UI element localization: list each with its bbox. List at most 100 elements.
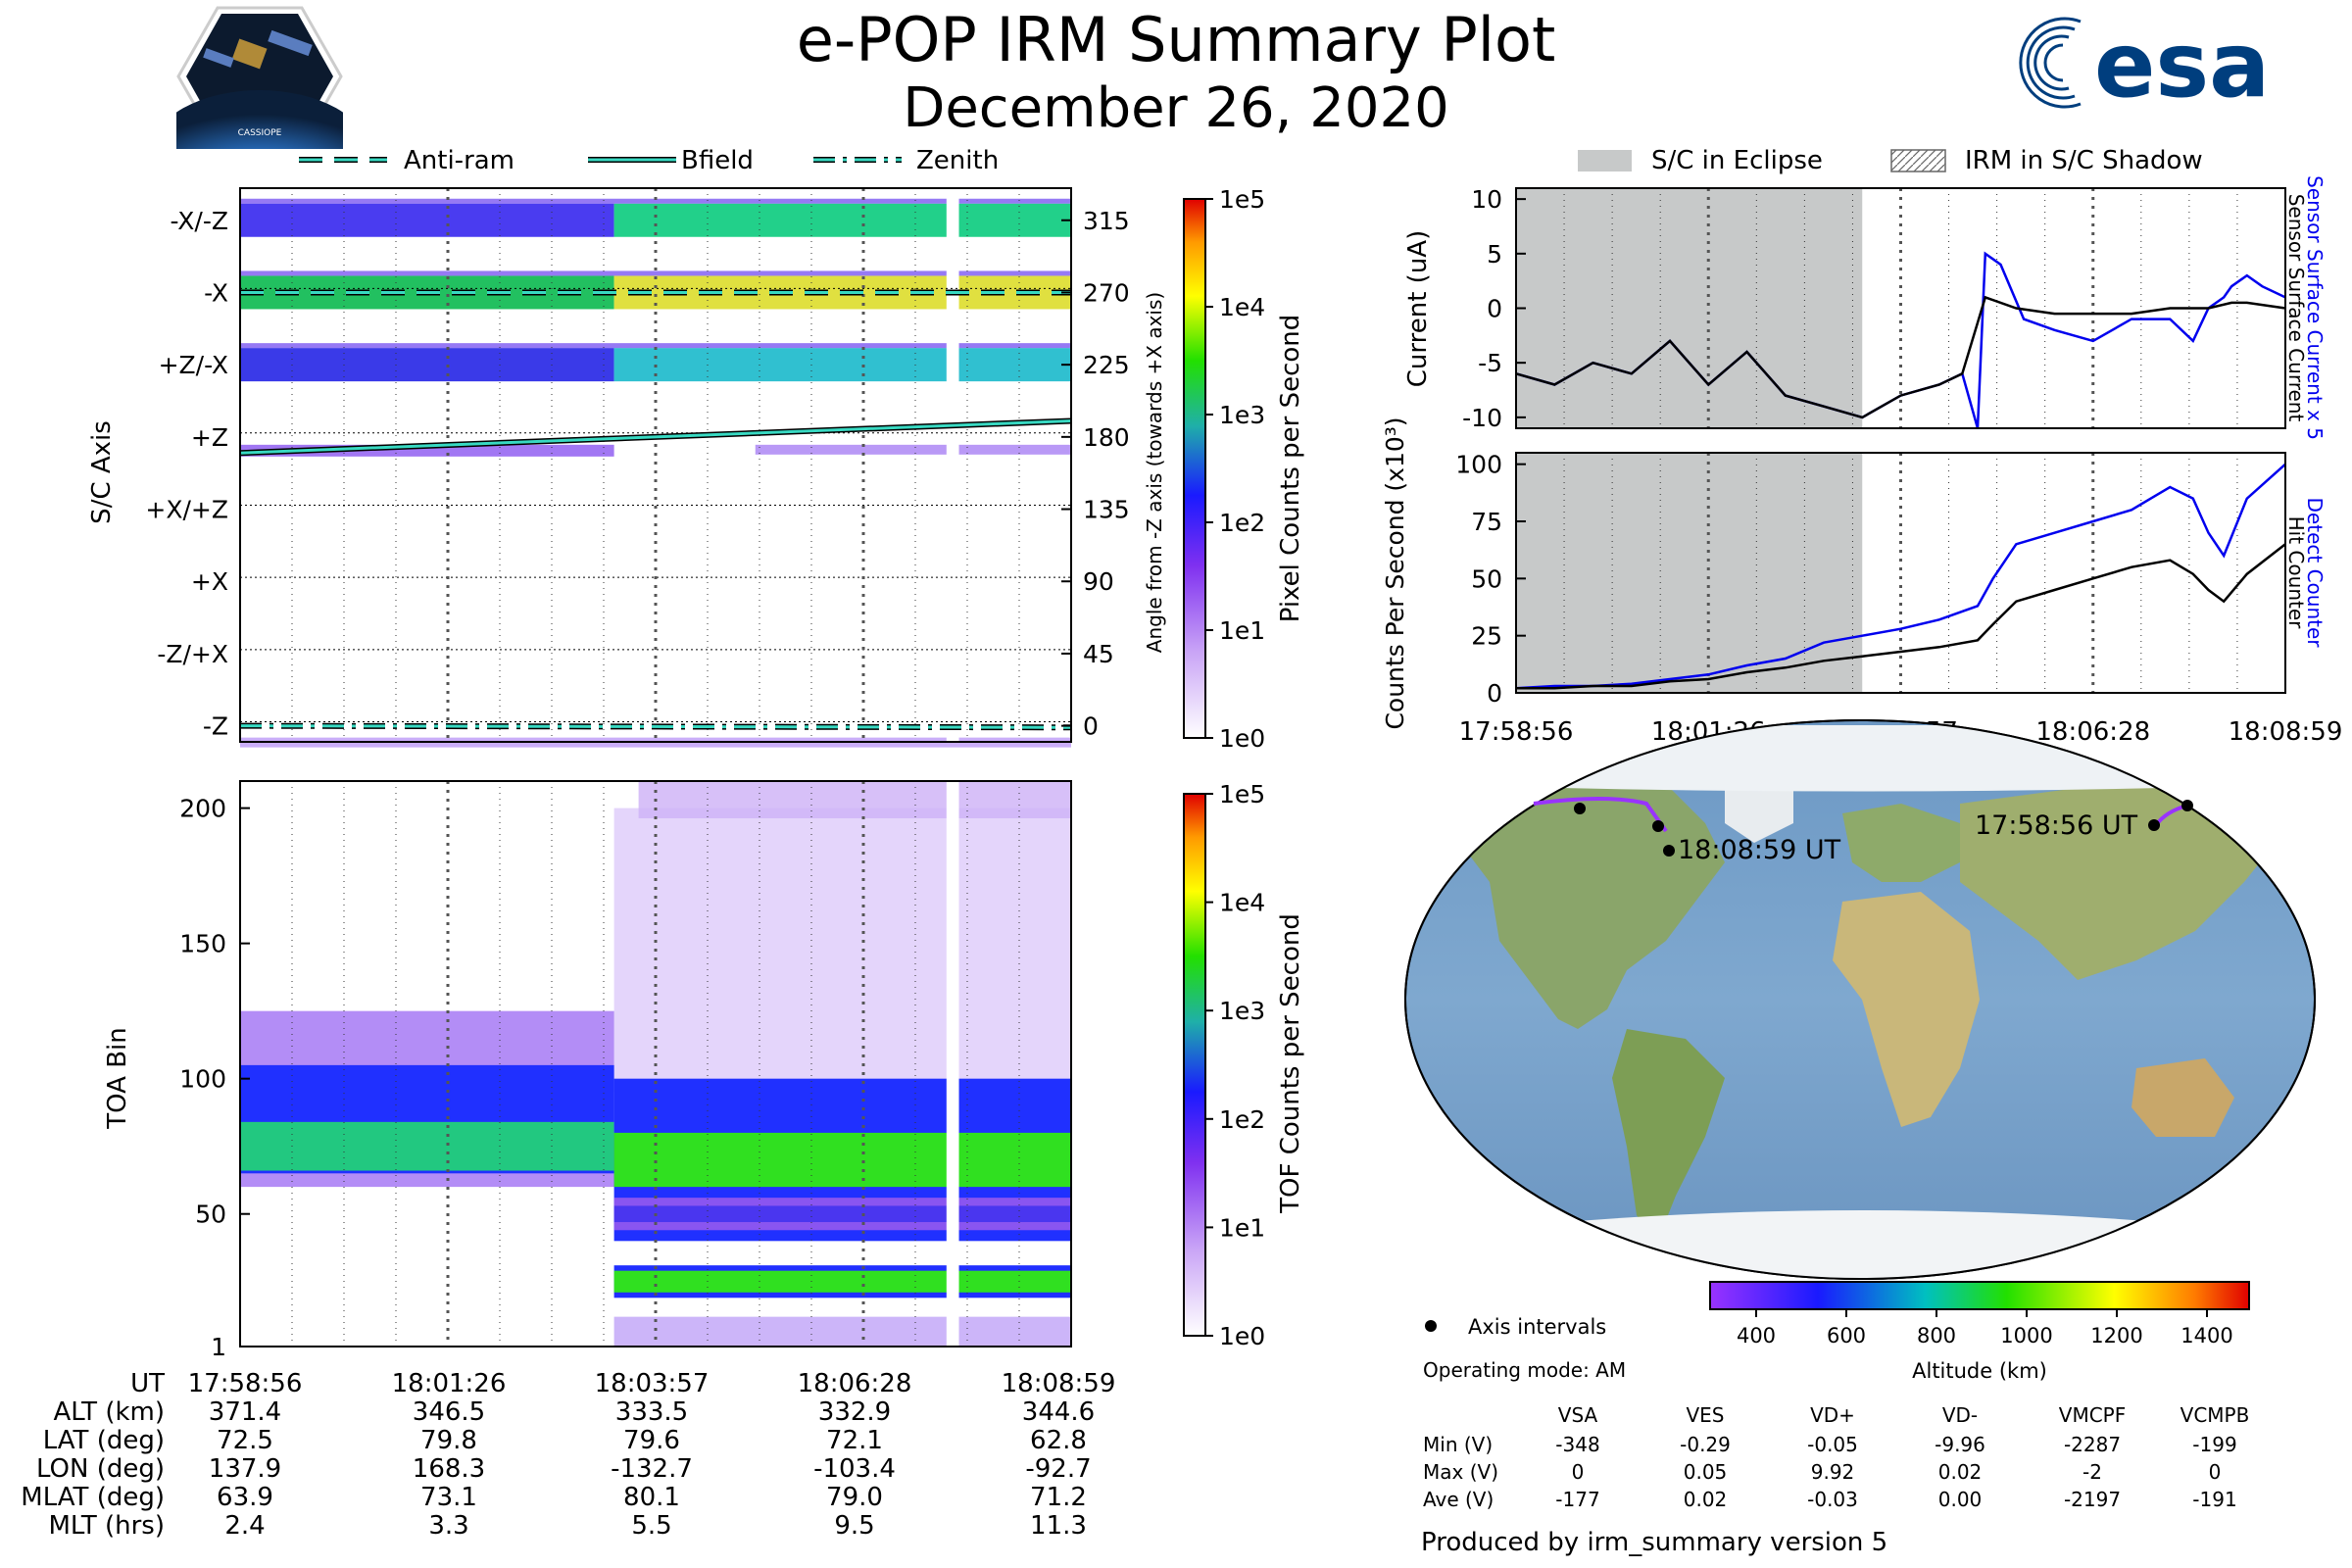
altitude-colorbar-label: Altitude (km)	[1912, 1359, 2047, 1383]
tof-bottom-speckle	[613, 1316, 1071, 1347]
tof-y-tick-label: 1	[211, 1333, 226, 1361]
tof-colorbar: 1e5 1e4 1e3 1e2 1e1 1e0 TOF Counts per Second	[1183, 780, 1305, 1350]
ephemeris-value: 18:08:59	[1002, 1369, 1116, 1398]
colorbar-tick-label: 1e5	[1219, 780, 1265, 808]
altitude-colorbar-ticks: 400 600 800 1000 1200 1400	[1737, 1309, 2233, 1348]
pixel-band-edge	[240, 198, 1071, 204]
counts-frame	[1515, 452, 2286, 694]
pixel-y-label: -X/-Z	[171, 207, 228, 235]
colorbar-tick-label: 1e2	[1219, 1105, 1265, 1134]
summary-value: 0.02	[1684, 1488, 1728, 1511]
legend-zenith-label: Zenith	[916, 146, 999, 175]
voltage-summary-table: VSA VES VD+ VD- VMCPF VCMPB Min (V) -348 -0.29 -0…	[1423, 1403, 2249, 1511]
tof-y-tick-label: 150	[179, 930, 226, 958]
ephemeris-value: 11.3	[1030, 1511, 1087, 1541]
summary-value: -0.05	[1807, 1433, 1858, 1456]
pixel-y-label: +Z	[191, 423, 228, 452]
summary-header: VMCPF	[2059, 1403, 2126, 1427]
current-series-1	[1515, 295, 2286, 419]
colorbar-tick-label: 1e0	[1219, 1322, 1265, 1350]
counts-y-tick-label: 75	[1471, 508, 1502, 536]
pixel-heatmap-panel: -X/-Z -X +Z/-X +Z +X/+Z +X -Z/+X -Z 315 270 225 18…	[87, 187, 1166, 748]
ephemeris-table: UT 17:58:56 18:01:26 18:03:57 18:06:28 18:08:…	[21, 1369, 1115, 1541]
counts-series-1	[1516, 543, 2286, 690]
tof-y-axis-title: TOA Bin	[103, 1027, 132, 1129]
ephemeris-row-label: MLT (hrs)	[49, 1511, 166, 1541]
altitude-tick-label: 800	[1917, 1324, 1956, 1348]
ephemeris-row-label: UT	[130, 1369, 165, 1398]
continent-australia	[2132, 1058, 2234, 1137]
summary-value: 0	[1572, 1460, 1585, 1484]
ephemeris-value: 79.0	[826, 1483, 883, 1512]
eclipse-legend-label: S/C in Eclipse	[1651, 146, 1823, 175]
continent-asia	[1960, 784, 2283, 980]
pixel-angle-label: 90	[1083, 567, 1114, 596]
tof-y-tick-label: 50	[195, 1200, 226, 1229]
ephemeris-value: -132.7	[611, 1454, 693, 1484]
track-start-dot	[2148, 819, 2160, 831]
pixel-right-axis-title: Angle from -Z axis (towards +X axis)	[1143, 292, 1166, 653]
map-legend: Axis intervals	[1425, 1315, 1606, 1339]
counts-legend-detect: Detect Counter	[2303, 498, 2327, 649]
track-start-label: 17:58:56 UT	[1975, 810, 2138, 841]
pixel-colorbar-bar	[1183, 198, 1206, 739]
pixel-angle-labels: 315 270 225 180 135 90 45 0	[1061, 207, 1130, 741]
altitude-tick-label: 400	[1737, 1324, 1776, 1348]
pixel-y-label: -Z	[203, 712, 228, 741]
eclipse-legend: S/C in Eclipse IRM in S/C Shadow	[1578, 146, 2203, 175]
pixel-angle-label: 0	[1083, 712, 1099, 741]
ephemeris-value: 344.6	[1022, 1397, 1095, 1427]
counts-y-tick-label: 25	[1471, 622, 1502, 651]
counts-y-ticks: 100 75 50 25 0	[1455, 451, 1526, 708]
counts-y-tick-label: 50	[1471, 564, 1502, 593]
summary-header: VES	[1686, 1403, 1724, 1427]
counts-y-axis-title: Counts Per Second (x10³)	[1381, 416, 1409, 729]
page-title: e-POP IRM Summary Plot	[796, 4, 1556, 75]
summary-value: -9.96	[1935, 1433, 1985, 1456]
pixel-colorbar-ticks: 1e5 1e4 1e3 1e2 1e1 1e0	[1205, 185, 1265, 753]
tof-y-tick-label: 200	[179, 795, 226, 823]
current-gridlines	[1563, 188, 2238, 428]
current-eclipse-region	[1516, 188, 1863, 428]
altitude-tick-label: 1200	[2090, 1324, 2142, 1348]
pixel-data-gap	[946, 188, 959, 742]
shadow-swatch	[1890, 149, 1946, 172]
ephemeris-row-label: LON (deg)	[36, 1454, 165, 1484]
summary-value: -0.29	[1680, 1433, 1731, 1456]
colorbar-tick-label: 1e3	[1219, 401, 1265, 429]
operating-mode: Operating mode: AM	[1423, 1358, 1626, 1382]
current-y-tick-label: 5	[1487, 240, 1502, 269]
summary-header: VCMPB	[2180, 1403, 2250, 1427]
summary-row-label: Min (V)	[1423, 1433, 1493, 1456]
ephemeris-value: 333.5	[615, 1397, 688, 1427]
current-y-tick-label: 0	[1487, 295, 1502, 323]
tof-y-tick-label: 100	[179, 1065, 226, 1094]
tof-frame	[239, 780, 1072, 1348]
ephemeris-value: 72.5	[217, 1426, 273, 1455]
esa-logo: esa	[1984, 10, 2278, 118]
continent-south-america	[1612, 1029, 1725, 1245]
ephemeris-row-label: MLAT (deg)	[21, 1483, 165, 1512]
ephemeris-value: 2.4	[224, 1511, 265, 1541]
altitude-tick-label: 600	[1827, 1324, 1866, 1348]
pixel-colorbar-label: Pixel Counts per Second	[1276, 315, 1305, 623]
pixel-reference-lines	[239, 289, 1072, 731]
current-y-axis-title: Current (uA)	[1403, 230, 1433, 387]
current-y-tick-label: -10	[1462, 404, 1502, 432]
legend-bfield-label: Bfield	[681, 146, 754, 175]
ephemeris-value: 79.8	[420, 1426, 477, 1455]
tof-data-gap	[946, 781, 959, 1347]
summary-value: -348	[1555, 1433, 1599, 1456]
pixel-y-axis-title: S/C Axis	[87, 420, 117, 524]
summary-row-label: Max (V)	[1423, 1460, 1498, 1484]
summary-value: -177	[1555, 1488, 1599, 1511]
summary-header: VSA	[1558, 1403, 1598, 1427]
pixel-y-label: -X	[204, 278, 228, 307]
altitude-tick-label: 1400	[2180, 1324, 2232, 1348]
track-interval-dot-2	[2181, 800, 2193, 811]
legend-zenith: Zenith	[813, 146, 999, 175]
current-legend-raw: Sensor Surface Current	[2284, 194, 2308, 422]
continent-europe	[1842, 804, 1960, 882]
continent-north-america	[1460, 774, 1725, 1029]
